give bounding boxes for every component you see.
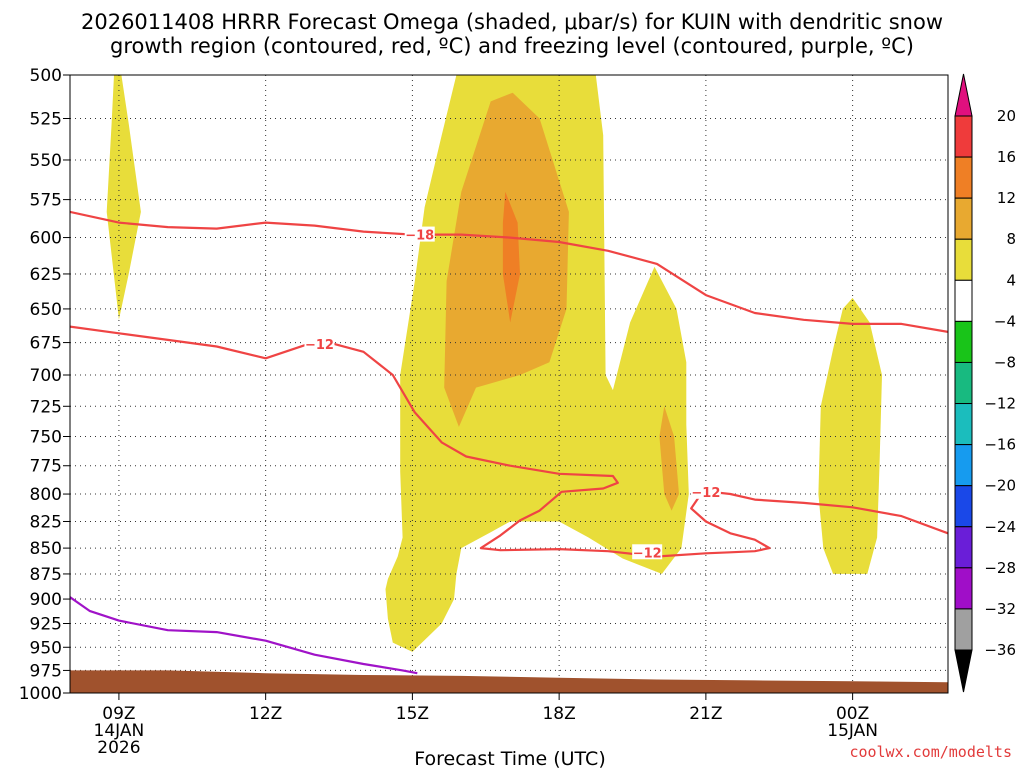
x-tick-label: 12Z [249, 704, 282, 724]
y-tick-label: 600 [30, 229, 62, 249]
y-tick-label: 950 [30, 638, 62, 658]
y-tick-label: 825 [30, 512, 62, 532]
colorbar-label: 8 [1006, 230, 1016, 248]
x-axis-label: Forecast Time (UTC) [414, 748, 605, 768]
y-tick-label: 675 [30, 334, 62, 354]
colorbar-segment [954, 115, 973, 158]
y-tick-label: 525 [30, 110, 62, 130]
colorbar-label: −28 [984, 559, 1016, 577]
chart-title-line-2: growth region (contoured, red, ºC) and f… [110, 34, 914, 58]
colorbar-segment [954, 156, 973, 199]
plot-area: −18 −12 −12 −12 [70, 75, 948, 693]
colorbar-label: −4 [994, 312, 1016, 330]
colorbar-label: −20 [984, 477, 1016, 495]
colorbar-label: 16 [997, 148, 1016, 166]
colorbar: 20 16 12 8 4 −4 −8 −12 −16 −20 −24 −28 −32 −36 [954, 73, 1016, 693]
contour-label-2: −12 [633, 546, 662, 561]
omega-shading [106, 75, 882, 652]
terrain-fill [70, 670, 948, 693]
freezing-level-line [70, 596, 418, 675]
colorbar-label: −36 [984, 641, 1016, 659]
colorbar-label: −16 [984, 436, 1016, 454]
x-tick-label: 2026 [97, 738, 140, 758]
colorbar-top-triangle [954, 73, 973, 117]
contour-label-1: −12 [305, 338, 334, 353]
chart-title-line-1: 2026011408 HRRR Forecast Omega (shaded, … [81, 10, 943, 34]
y-tick-label: 975 [30, 661, 62, 681]
colorbar-bottom-triangle [954, 649, 973, 693]
colorbar-segment [954, 608, 973, 651]
y-tick-label: 550 [30, 151, 62, 171]
plot-frame [69, 74, 949, 694]
omega-region-secondary-core [659, 406, 679, 511]
contour-label-0: −18 [405, 229, 434, 244]
y-tick-label: 850 [30, 539, 62, 559]
y-tick-label: 500 [30, 66, 62, 86]
omega-region-early-plume [106, 75, 141, 320]
y-tick-label: 900 [30, 590, 62, 610]
omega-region-late-plume [818, 297, 882, 574]
colorbar-segment [954, 361, 973, 405]
colorbar-segment [954, 444, 973, 487]
y-tick-label: 575 [30, 191, 62, 211]
contour-label-3: −12 [691, 486, 720, 501]
grid-lines [70, 75, 948, 693]
x-tick-label: 15JAN [827, 721, 878, 741]
x-tick-label: 00Z [836, 704, 869, 724]
y-tick-label: 750 [30, 428, 62, 448]
contours: −18 −12 −12 −12 [70, 210, 948, 675]
colorbar-segment [954, 485, 973, 528]
y-tick-label: 725 [30, 397, 62, 417]
contour-label-bg [404, 226, 435, 242]
y-tick-label: 800 [30, 485, 62, 505]
colorbar-label: 20 [997, 107, 1016, 125]
x-tick-label: 14JAN [94, 721, 145, 741]
omega-region-peak-core [502, 191, 520, 323]
colorbar-label: −8 [994, 353, 1016, 371]
colorbar-segment [954, 567, 973, 610]
y-tick-label: 650 [30, 300, 62, 320]
colorbar-segment [954, 197, 973, 240]
x-tick-label: 21Z [689, 704, 722, 724]
x-tick-label: 09Z [102, 704, 135, 724]
x-tick-label: 18Z [542, 704, 575, 724]
isotherm-line-minus18 [70, 210, 948, 333]
y-tick-label: 1000 [19, 684, 62, 704]
y-tick-label: 700 [30, 366, 62, 386]
colorbar-segment [954, 238, 973, 281]
pressure-axis: 500 525 550 575 600 625 650 675 700 725 750 775 800 8… [19, 66, 70, 704]
contour-label-bg [632, 544, 663, 560]
terrain [70, 670, 948, 693]
colorbar-segment [954, 320, 973, 363]
contour-label-bg [304, 335, 335, 351]
colorbar-label: 12 [997, 189, 1016, 207]
y-tick-label: 625 [30, 265, 62, 285]
colorbar-label: 4 [1006, 271, 1016, 289]
y-tick-label: 925 [30, 614, 62, 634]
colorbar-segment [954, 403, 973, 446]
colorbar-label: −32 [984, 600, 1016, 618]
x-tick-label: 15Z [396, 704, 429, 724]
colorbar-label: −12 [984, 395, 1016, 413]
colorbar-segment [954, 279, 973, 322]
y-tick-label: 875 [30, 565, 62, 585]
colorbar-segment [954, 526, 973, 569]
y-tick-label: 775 [30, 457, 62, 477]
contour-label-bg [690, 483, 721, 499]
colorbar-label: −24 [984, 518, 1016, 536]
credit-text: coolwx.com/modelts [849, 743, 1012, 761]
